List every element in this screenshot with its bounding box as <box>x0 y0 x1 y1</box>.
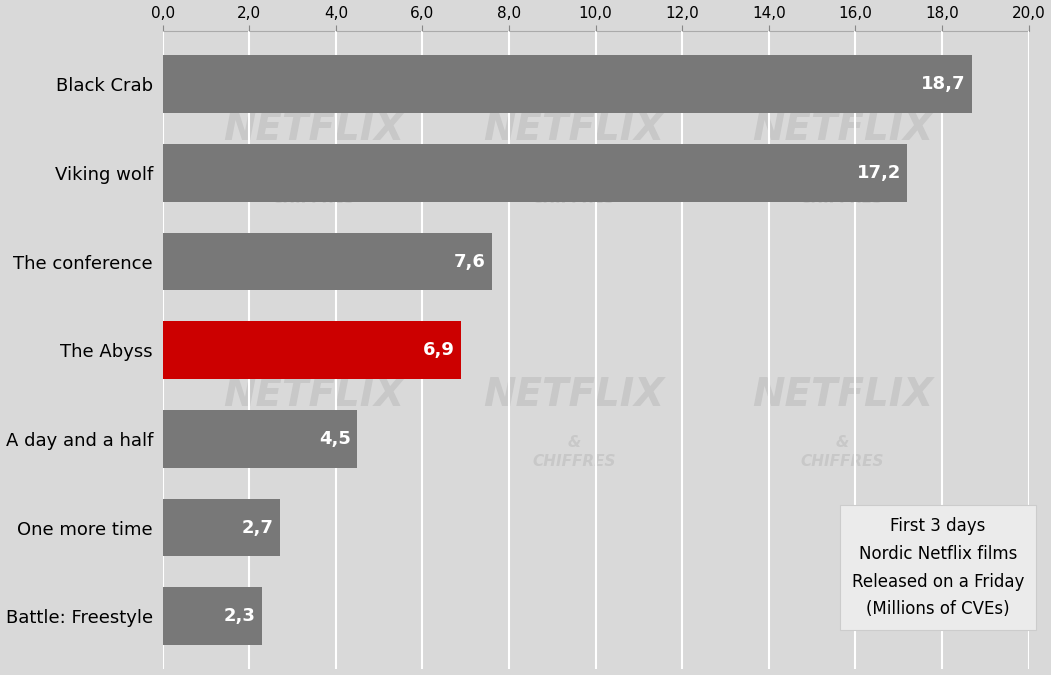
Text: NETFLIX: NETFLIX <box>751 375 933 414</box>
Text: 7,6: 7,6 <box>453 252 486 271</box>
Text: 17,2: 17,2 <box>857 164 901 182</box>
Text: &
CHIFFRES: & CHIFFRES <box>532 172 616 206</box>
Text: &
CHIFFRES: & CHIFFRES <box>532 435 616 469</box>
Text: NETFLIX: NETFLIX <box>483 109 664 148</box>
Text: &
CHIFFRES: & CHIFFRES <box>272 435 356 469</box>
Text: 2,7: 2,7 <box>241 518 273 537</box>
Bar <box>163 321 461 379</box>
Bar <box>163 587 263 645</box>
Bar <box>163 410 357 468</box>
Bar <box>163 233 492 290</box>
Text: NETFLIX: NETFLIX <box>751 109 933 148</box>
Bar <box>163 499 280 556</box>
Text: 4,5: 4,5 <box>320 430 351 448</box>
Text: NETFLIX: NETFLIX <box>224 375 405 414</box>
Text: NETFLIX: NETFLIX <box>224 109 405 148</box>
Text: &
CHIFFRES: & CHIFFRES <box>801 435 884 469</box>
Text: &
CHIFFRES: & CHIFFRES <box>801 172 884 206</box>
Text: 18,7: 18,7 <box>922 75 966 93</box>
Text: &
CHIFFRES: & CHIFFRES <box>272 172 356 206</box>
Text: 6,9: 6,9 <box>423 341 455 359</box>
Bar <box>163 144 907 202</box>
Text: NETFLIX: NETFLIX <box>483 375 664 414</box>
Text: 2,3: 2,3 <box>224 608 255 625</box>
Bar <box>163 55 972 113</box>
Text: First 3 days
Nordic Netflix films
Released on a Friday
(Millions of CVEs): First 3 days Nordic Netflix films Releas… <box>852 517 1025 618</box>
